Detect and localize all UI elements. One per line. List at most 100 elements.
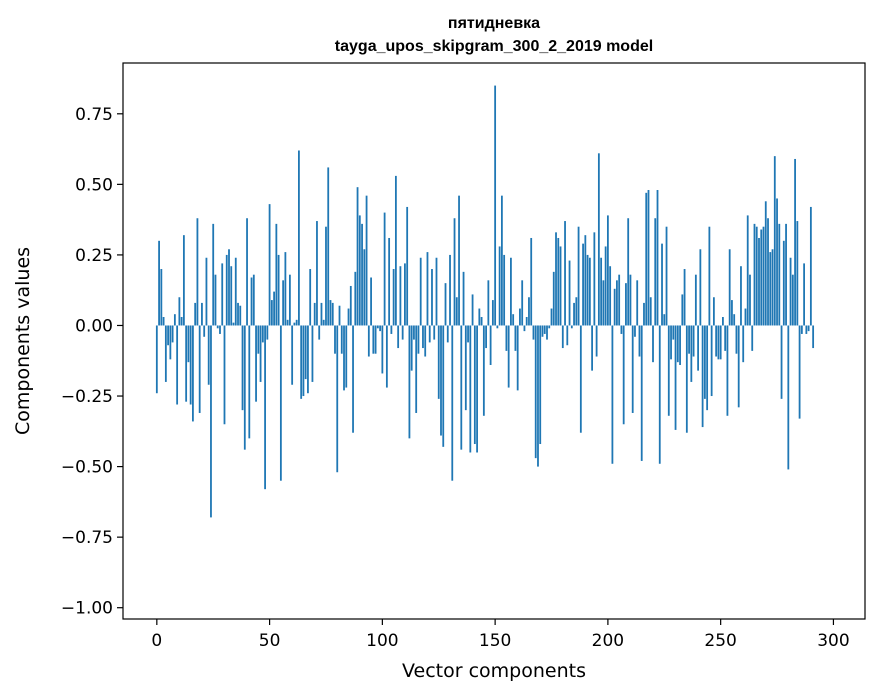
bar bbox=[530, 237, 533, 326]
bar bbox=[221, 263, 224, 326]
bar bbox=[523, 325, 526, 332]
bar bbox=[667, 325, 670, 416]
bar bbox=[433, 325, 436, 340]
bar bbox=[606, 215, 609, 326]
bar bbox=[291, 325, 294, 385]
bar bbox=[710, 325, 713, 397]
bar bbox=[219, 325, 221, 334]
bar bbox=[546, 325, 548, 340]
bar bbox=[557, 237, 560, 326]
bar bbox=[767, 218, 769, 326]
bar bbox=[189, 325, 192, 405]
bar bbox=[180, 317, 183, 326]
bar bbox=[769, 252, 772, 326]
y-tick-label: −0.75 bbox=[61, 528, 113, 548]
bar bbox=[548, 325, 551, 329]
bar bbox=[543, 325, 546, 334]
bar bbox=[383, 212, 386, 326]
bar bbox=[318, 325, 321, 340]
bar bbox=[250, 277, 253, 326]
bar bbox=[494, 85, 497, 326]
bar bbox=[376, 325, 379, 329]
bar bbox=[780, 325, 783, 399]
bar bbox=[316, 221, 318, 326]
bar bbox=[516, 325, 519, 391]
bar bbox=[521, 280, 524, 326]
bar bbox=[681, 294, 684, 326]
bar bbox=[410, 325, 413, 371]
bar bbox=[340, 325, 343, 354]
bar bbox=[656, 190, 659, 326]
bar bbox=[645, 192, 648, 326]
bar bbox=[216, 325, 219, 329]
bar bbox=[338, 305, 341, 326]
bar bbox=[611, 325, 614, 464]
bar bbox=[744, 308, 747, 326]
bar bbox=[609, 266, 612, 326]
bar bbox=[724, 325, 727, 351]
x-tick-label: 300 bbox=[817, 631, 849, 651]
bar bbox=[618, 274, 621, 326]
bar bbox=[674, 325, 677, 430]
bar bbox=[273, 291, 275, 326]
bar bbox=[361, 223, 363, 326]
bar bbox=[616, 280, 618, 326]
bar bbox=[487, 280, 490, 326]
x-axis-label: Vector components bbox=[402, 660, 586, 682]
bar bbox=[248, 325, 251, 439]
bar bbox=[370, 277, 372, 326]
bar bbox=[424, 325, 427, 357]
bar bbox=[462, 271, 465, 326]
bar bbox=[446, 325, 449, 343]
bar bbox=[785, 223, 787, 326]
y-tick-label: 0.50 bbox=[75, 175, 113, 195]
bar bbox=[706, 325, 709, 411]
bar bbox=[701, 325, 704, 428]
bar bbox=[703, 325, 706, 399]
y-axis-label: Components values bbox=[12, 247, 34, 435]
x-tick-label: 100 bbox=[366, 631, 398, 651]
bar bbox=[604, 246, 607, 326]
bar bbox=[577, 226, 580, 326]
bar bbox=[552, 271, 555, 326]
y-tick-label: −0.25 bbox=[61, 387, 113, 407]
bar bbox=[406, 206, 409, 326]
bar bbox=[259, 325, 262, 382]
bar bbox=[480, 317, 483, 326]
bar bbox=[500, 195, 503, 326]
bar bbox=[482, 325, 485, 416]
bar bbox=[582, 243, 584, 326]
bar bbox=[246, 218, 248, 326]
bar bbox=[270, 300, 273, 326]
bar bbox=[715, 325, 718, 357]
y-tick-label: −0.50 bbox=[61, 458, 113, 478]
bar bbox=[746, 215, 749, 326]
bar bbox=[347, 308, 350, 326]
bar bbox=[652, 325, 654, 363]
bar bbox=[322, 319, 325, 326]
bar bbox=[733, 314, 736, 326]
bar bbox=[679, 325, 681, 365]
bar bbox=[354, 271, 357, 326]
bar bbox=[379, 325, 381, 332]
bar bbox=[302, 325, 305, 397]
bar bbox=[564, 221, 566, 326]
bar bbox=[654, 218, 657, 326]
x-tick-label: 200 bbox=[592, 631, 624, 651]
bar bbox=[476, 325, 478, 453]
bar bbox=[805, 325, 808, 334]
bar bbox=[794, 158, 796, 326]
bar bbox=[631, 325, 634, 413]
bar bbox=[550, 308, 553, 326]
bar bbox=[740, 266, 742, 326]
bar bbox=[331, 302, 334, 326]
bar bbox=[584, 235, 587, 326]
x-tick-label: 0 bbox=[151, 631, 162, 651]
bar bbox=[800, 325, 803, 334]
bar bbox=[444, 283, 447, 326]
bar bbox=[415, 325, 418, 413]
bar bbox=[647, 190, 650, 326]
bar bbox=[507, 325, 510, 388]
bar bbox=[298, 150, 300, 326]
